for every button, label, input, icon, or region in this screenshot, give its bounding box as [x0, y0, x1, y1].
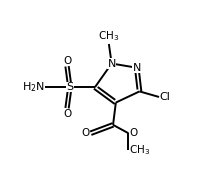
Text: O: O	[63, 109, 71, 119]
Text: O: O	[63, 56, 71, 66]
Text: N: N	[132, 63, 140, 73]
Text: N: N	[107, 58, 115, 69]
Text: Cl: Cl	[159, 92, 170, 102]
Text: CH$_3$: CH$_3$	[98, 30, 119, 43]
Text: S: S	[66, 82, 73, 92]
Text: CH$_3$: CH$_3$	[129, 143, 150, 157]
Text: H$_2$N: H$_2$N	[22, 80, 44, 94]
Text: O: O	[129, 128, 137, 138]
Text: O: O	[81, 128, 89, 138]
